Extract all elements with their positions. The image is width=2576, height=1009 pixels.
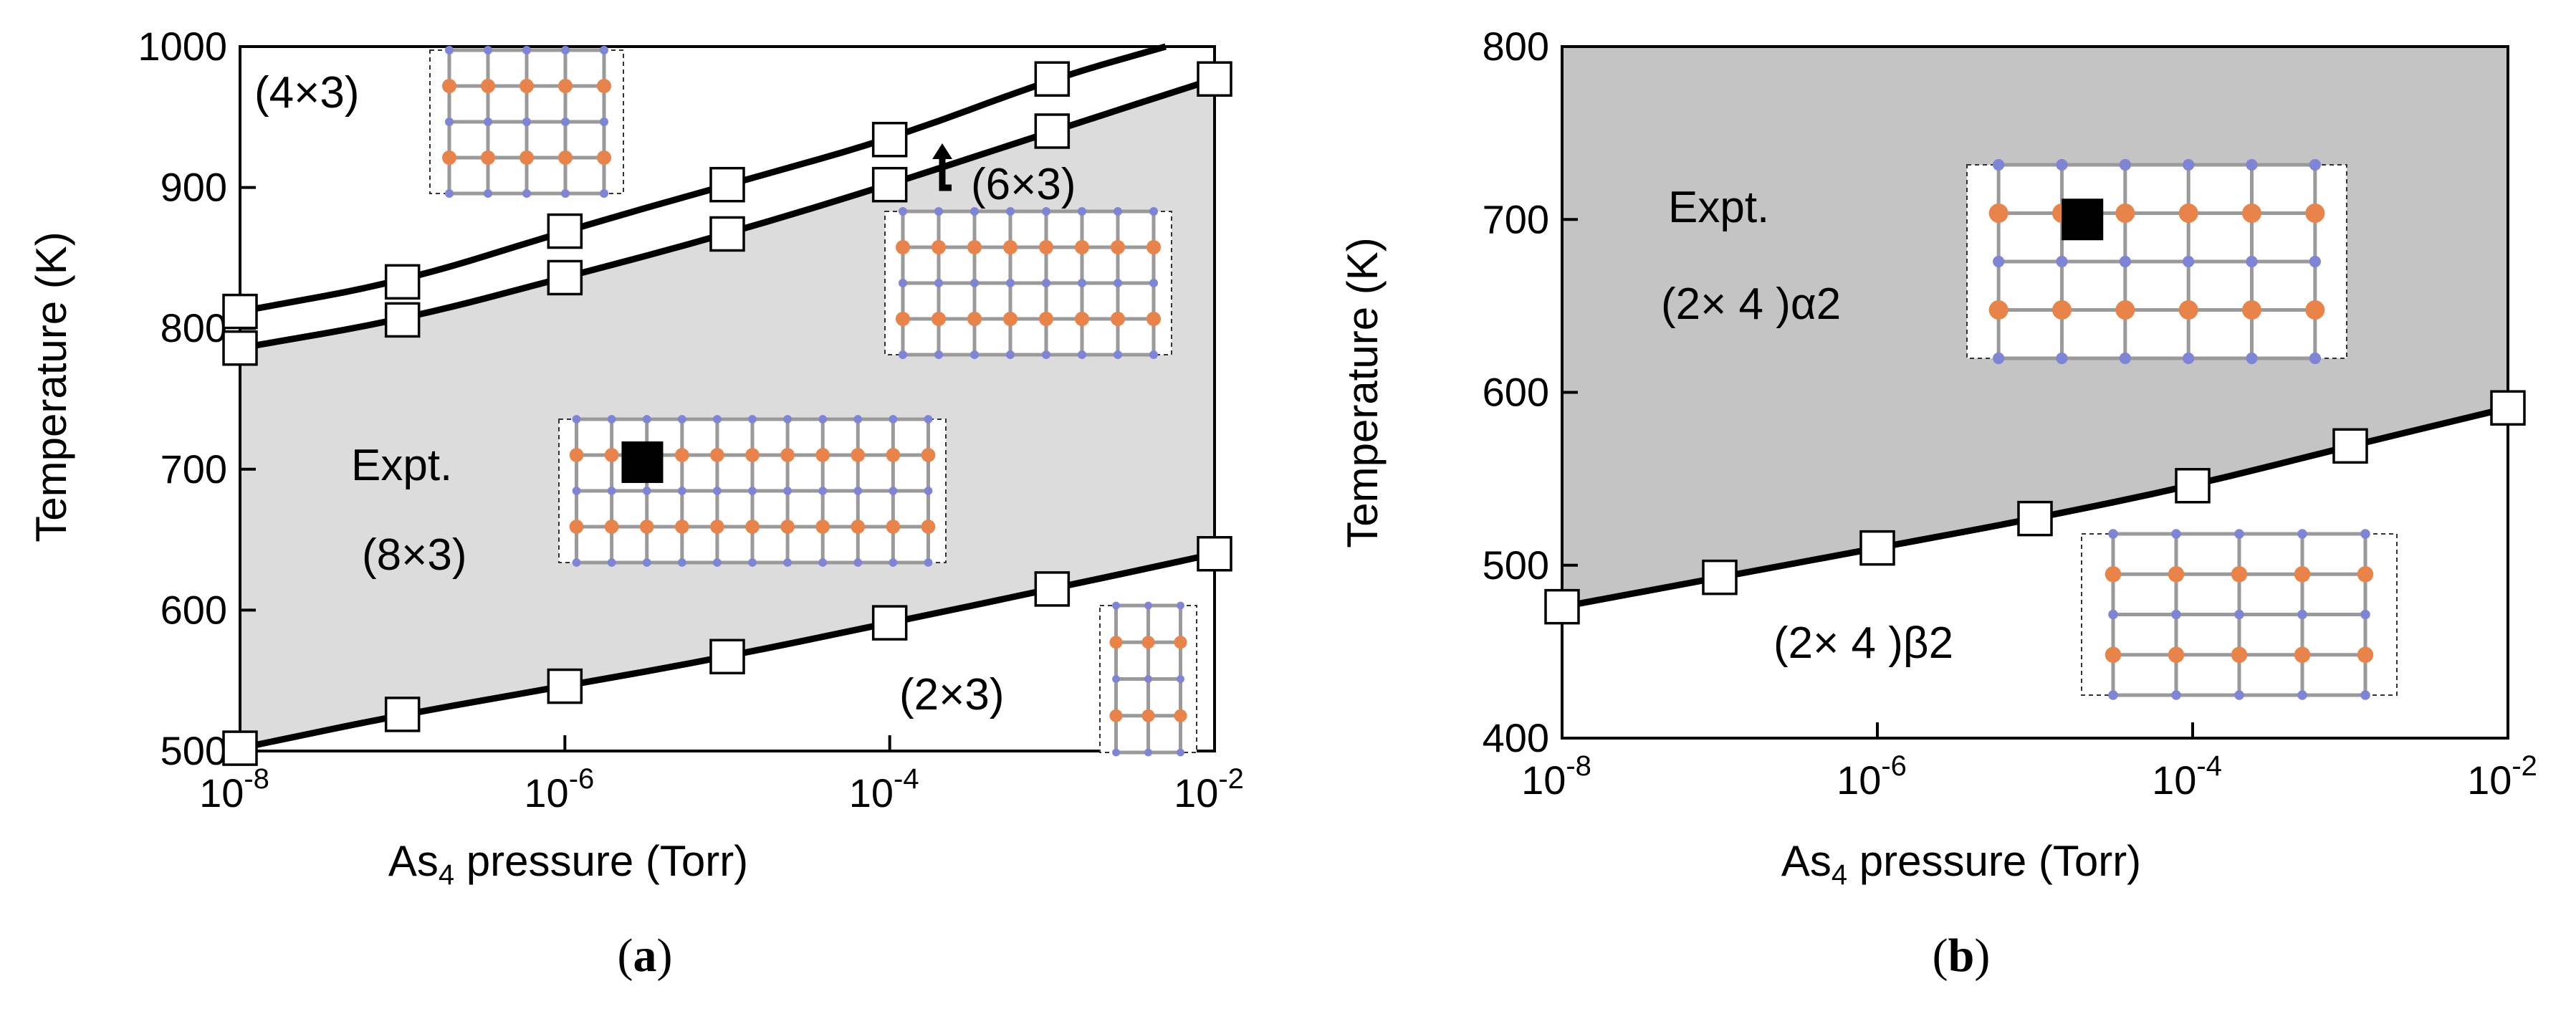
expt-marker <box>621 441 664 483</box>
y-tick-label: 600 <box>161 587 227 632</box>
data-point-marker <box>1544 588 1580 625</box>
y-axis-label: Temperature (K) <box>1339 237 1387 547</box>
x-tick-label: 10-2 <box>1174 763 1244 816</box>
y-tick-label: 1000 <box>138 24 227 69</box>
data-point-marker <box>871 122 908 158</box>
arrow-6x3 <box>939 156 952 191</box>
data-point-marker <box>709 216 745 252</box>
data-point-marker <box>547 259 583 296</box>
data-point-marker <box>1197 536 1232 572</box>
phase-label-b2: (2× 4 )β2 <box>1773 618 1953 668</box>
y-tick-label: 800 <box>1483 24 1549 69</box>
arrow-head-6x3 <box>932 143 952 159</box>
data-point-marker <box>2490 390 2526 426</box>
data-point-marker <box>547 213 583 249</box>
panel-label-b: (b) <box>1933 929 1991 982</box>
data-point-marker <box>709 639 745 675</box>
y-tick-label: 800 <box>161 305 227 350</box>
x-tick-label: 10-4 <box>2152 750 2222 803</box>
x-tick-label: 10-6 <box>1837 750 1907 803</box>
y-tick-label: 900 <box>161 165 227 210</box>
x-tick-label: 10-8 <box>199 763 269 816</box>
expt-label: Expt. <box>1668 183 1769 232</box>
data-point-marker <box>871 605 908 641</box>
expt-marker <box>2062 199 2104 241</box>
panel-a-chart: 500 600 700 800 900 1000 10-8 10-6 10-4 10-2 (4×3… <box>27 24 1244 891</box>
x-tick-label: 10-6 <box>524 763 594 816</box>
data-point-marker <box>222 293 258 330</box>
y-tick-label: 700 <box>161 446 227 492</box>
y-tick-label: 400 <box>1483 715 1549 760</box>
phase-label-8x3: (8×3) <box>362 530 466 580</box>
panel-label-a: (a) <box>618 929 673 982</box>
x-axis-label: As4 pressure (Torr) <box>1781 837 2141 891</box>
x-tick-label: 10-4 <box>849 763 919 816</box>
data-point-marker <box>384 264 421 300</box>
x-axis-label: As4 pressure (Torr) <box>388 837 748 891</box>
data-point-marker <box>1034 113 1071 149</box>
data-point-marker <box>2175 468 2211 504</box>
structure-inset-b2 <box>2081 529 2398 700</box>
data-point-marker <box>2332 428 2368 464</box>
phase-label-6x3: (6×3) <box>971 160 1076 209</box>
y-tick-label: 500 <box>1483 542 1549 588</box>
data-point-marker <box>384 697 421 732</box>
phase-label-a2: (2× 4 )α2 <box>1661 279 1841 329</box>
data-point-marker <box>1034 571 1071 607</box>
y-tick-label: 600 <box>1483 370 1549 415</box>
data-point-marker <box>1197 61 1232 97</box>
structure-inset-a2 <box>1966 158 2347 365</box>
structure-inset-6x3 <box>884 207 1172 359</box>
structure-inset-2x3 <box>1099 601 1197 757</box>
plot-frame <box>239 45 1216 752</box>
data-point-marker <box>384 302 421 338</box>
x-tick-label: 10-2 <box>2467 750 2537 803</box>
phase-label-2x3: (2×3) <box>899 670 1004 719</box>
panel-b-chart: 400 500 600 700 800 10-8 10-6 10-4 10-2 Expt. (2… <box>1339 24 2537 891</box>
y-tick-label: 500 <box>161 728 227 773</box>
data-point-marker <box>1859 530 1895 566</box>
data-point-marker <box>1702 559 1738 596</box>
data-point-marker <box>222 330 258 366</box>
data-point-marker <box>547 668 583 704</box>
structure-inset-8x3 <box>558 415 947 567</box>
structure-inset-4x3 <box>429 46 624 198</box>
data-point-marker <box>222 730 258 766</box>
phase-label-4x3: (4×3) <box>254 68 359 118</box>
data-point-marker <box>871 166 908 203</box>
data-point-marker <box>709 166 745 203</box>
y-tick-label: 700 <box>1483 196 1549 242</box>
x-tick-label: 10-8 <box>1521 750 1591 803</box>
expt-label: Expt. <box>351 441 452 490</box>
data-point-marker <box>2017 500 2053 537</box>
data-point-marker <box>1034 61 1071 97</box>
y-axis-label: Temperature (K) <box>27 231 75 542</box>
